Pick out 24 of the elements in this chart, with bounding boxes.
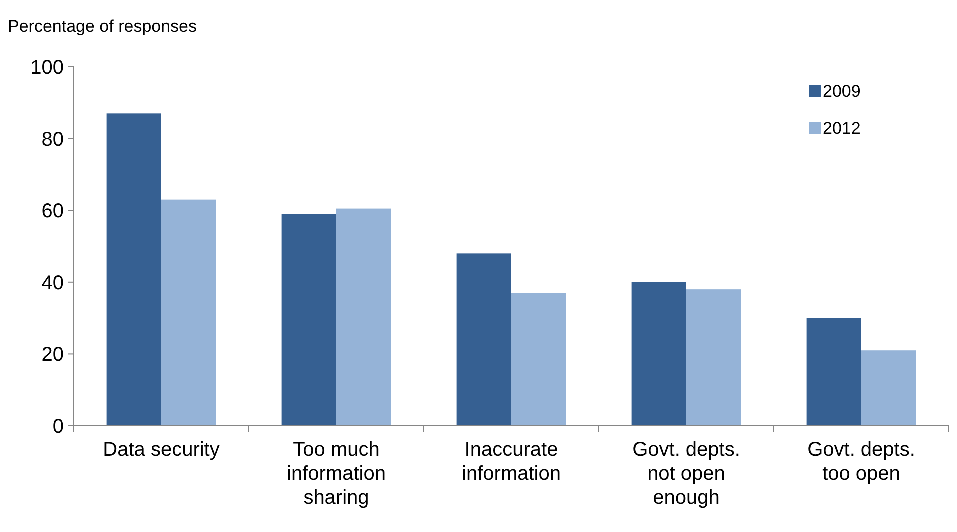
bar: [806, 318, 862, 426]
y-axis-title: Percentage of responses: [8, 17, 198, 36]
legend-label: 2009: [823, 82, 861, 101]
bar: [336, 208, 392, 426]
bar: [106, 114, 162, 426]
y-tick-label: 60: [42, 200, 64, 223]
y-tick-label: 20: [42, 344, 64, 366]
bar: [456, 254, 512, 426]
y-tick-label: 100: [30, 57, 64, 79]
y-tick-label: 40: [42, 272, 64, 294]
y-tick-label: 0: [52, 416, 64, 438]
bar: [686, 290, 742, 426]
x-tick-label: Inaccurate information: [462, 439, 561, 485]
bar: [632, 282, 686, 426]
y-tick-label: 80: [42, 128, 64, 151]
x-tick-label: Data security: [103, 439, 220, 461]
legend-label: 2012: [823, 119, 861, 138]
x-tick-label: Govt. depts. too open: [808, 439, 916, 485]
bar: [862, 350, 916, 426]
x-tick-label: Too much information sharing: [287, 439, 386, 509]
x-tick-label: Govt. depts. not open enough: [632, 439, 740, 509]
bar: [162, 200, 216, 426]
bar: [282, 214, 336, 426]
bar: [512, 293, 566, 426]
